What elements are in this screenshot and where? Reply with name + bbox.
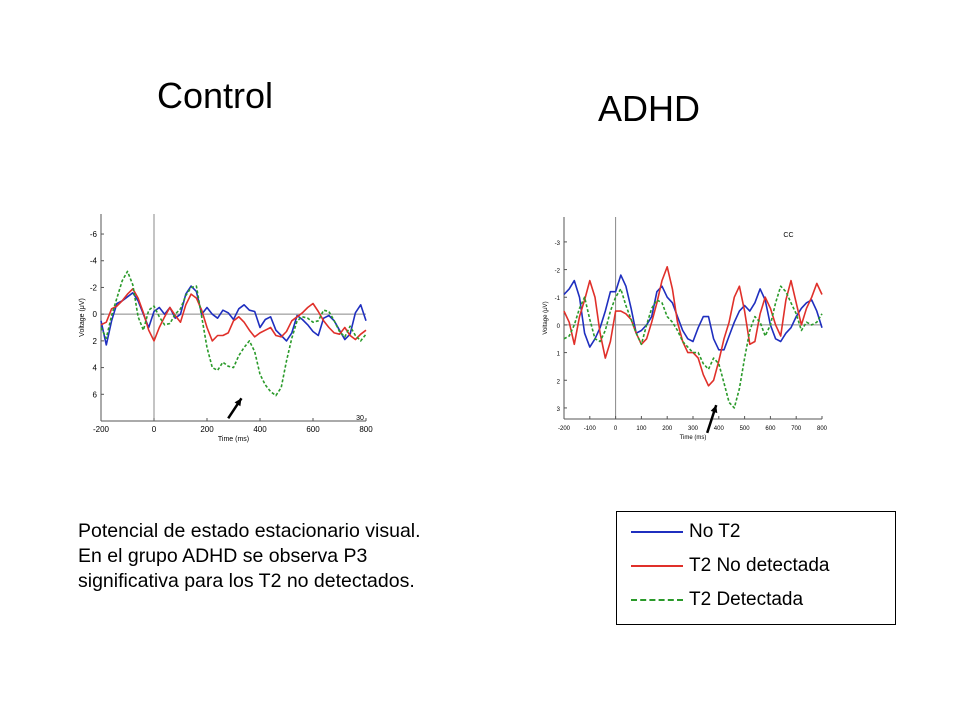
x-tick-label: 200 bbox=[200, 425, 214, 434]
legend-swatch bbox=[631, 531, 683, 533]
series-line-t2-detectada bbox=[100, 270, 367, 397]
x-tick-label: 800 bbox=[817, 426, 828, 432]
legend-item-t2-detectada: T2 Detectada bbox=[631, 588, 803, 612]
series-line-t2-no-detectada bbox=[563, 265, 823, 387]
x-tick-label: -200 bbox=[558, 426, 571, 432]
y-axis-label: Voltage (μV) bbox=[79, 298, 86, 337]
y-tick-label: -2 bbox=[90, 283, 98, 292]
x-tick-label: 500 bbox=[740, 426, 751, 432]
y-tick-label: 6 bbox=[93, 390, 98, 399]
arrow-head bbox=[710, 405, 718, 414]
y-tick-label: 3 bbox=[557, 407, 561, 413]
x-tick-label: 100 bbox=[636, 426, 647, 432]
x-tick-label: 400 bbox=[714, 426, 725, 432]
x-axis-label: Time (ms) bbox=[680, 435, 707, 441]
y-tick-label: -1 bbox=[555, 296, 561, 302]
legend-label: T2 Detectada bbox=[689, 589, 804, 610]
legend-swatch bbox=[631, 599, 683, 601]
legend-item-t2-no-detectada: T2 No detectada bbox=[631, 554, 829, 578]
y-tick-label: 1 bbox=[557, 352, 561, 358]
caption-line: significativa para los T2 no detectados. bbox=[78, 570, 415, 592]
figure-caption: Potencial de estado estacionario visual.… bbox=[78, 519, 538, 594]
arrow-head bbox=[234, 398, 242, 407]
y-tick-label: 2 bbox=[557, 379, 561, 385]
x-tick-label: 0 bbox=[152, 425, 157, 434]
y-tick-label: 4 bbox=[93, 364, 98, 373]
x-tick-label: 300 bbox=[688, 426, 699, 432]
x-tick-label: 700 bbox=[791, 426, 802, 432]
legend-label: No T2 bbox=[689, 521, 741, 542]
y-tick-label: 0 bbox=[557, 324, 561, 330]
y-tick-label: -2 bbox=[555, 269, 561, 275]
series-line-t2-detectada bbox=[563, 285, 823, 409]
series-line-no-t2 bbox=[563, 274, 823, 351]
y-tick-label: -6 bbox=[90, 230, 98, 239]
y-tick-label: -4 bbox=[90, 257, 98, 266]
series-line-t2-no-detectada bbox=[100, 287, 367, 342]
y-tick-label: -3 bbox=[555, 241, 561, 247]
x-tick-label: 600 bbox=[765, 426, 776, 432]
adhd-title: ADHD bbox=[598, 88, 701, 129]
x-axis-label: Time (ms) bbox=[218, 436, 249, 443]
x-tick-label: -100 bbox=[584, 426, 597, 432]
y-tick-label: 2 bbox=[93, 337, 98, 346]
x-tick-label: 400 bbox=[253, 425, 267, 434]
legend: No T2 T2 No detectada T2 Detectada bbox=[616, 511, 896, 625]
x-tick-label: 600 bbox=[306, 425, 320, 434]
y-axis-label: Voltage (μV) bbox=[543, 301, 549, 334]
chart-title: CC bbox=[783, 232, 793, 239]
caption-line: En el grupo ADHD se observa P3 bbox=[78, 545, 368, 567]
x-tick-label: 800 bbox=[359, 425, 373, 434]
legend-swatch bbox=[631, 565, 683, 567]
x-tick-label: -200 bbox=[93, 425, 110, 434]
x-tick-label: 0 bbox=[614, 426, 618, 432]
y-tick-label: 0 bbox=[93, 310, 98, 319]
caption-line: Potencial de estado estacionario visual. bbox=[78, 520, 421, 542]
x-tick-label: 200 bbox=[662, 426, 673, 432]
legend-label: T2 No detectada bbox=[689, 555, 830, 576]
legend-item-no-t2: No T2 bbox=[631, 520, 740, 544]
control-title: Control bbox=[157, 75, 274, 116]
chart-annotation: 30 bbox=[356, 415, 364, 422]
